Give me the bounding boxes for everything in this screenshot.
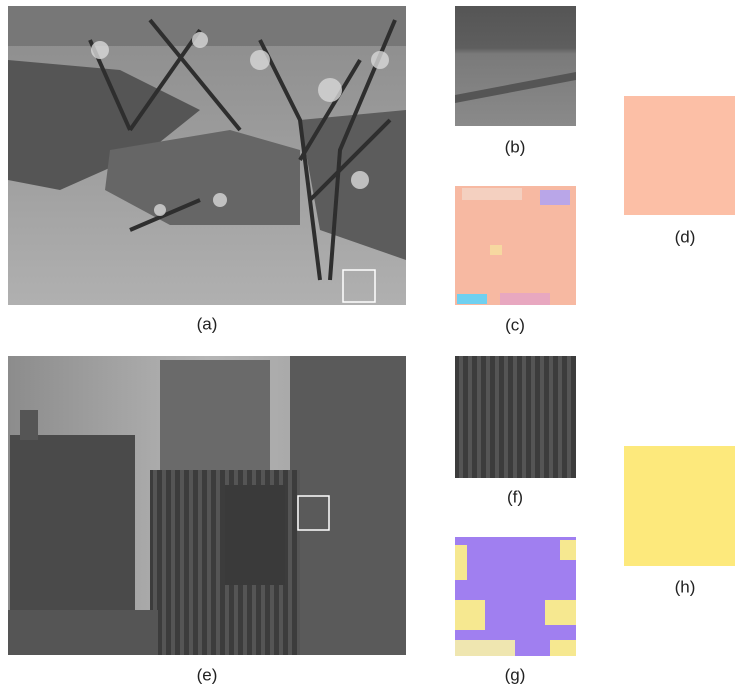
image-b xyxy=(455,6,576,126)
label: (h) xyxy=(675,577,696,596)
label: (a) xyxy=(197,314,218,333)
label: (e) xyxy=(197,665,218,684)
label: (c) xyxy=(505,315,525,334)
label: (f) xyxy=(507,487,523,506)
label: (d) xyxy=(675,227,696,246)
figure: (a) (b) (c) (d) (e) (f) xyxy=(0,0,735,690)
image-d xyxy=(624,96,735,215)
image-g xyxy=(455,537,576,656)
image-h xyxy=(624,446,735,566)
image-c xyxy=(455,186,576,305)
image-f xyxy=(455,356,576,478)
image-a xyxy=(8,6,406,305)
image-e xyxy=(8,356,406,655)
label: (g) xyxy=(505,665,526,684)
label: (b) xyxy=(505,137,526,156)
